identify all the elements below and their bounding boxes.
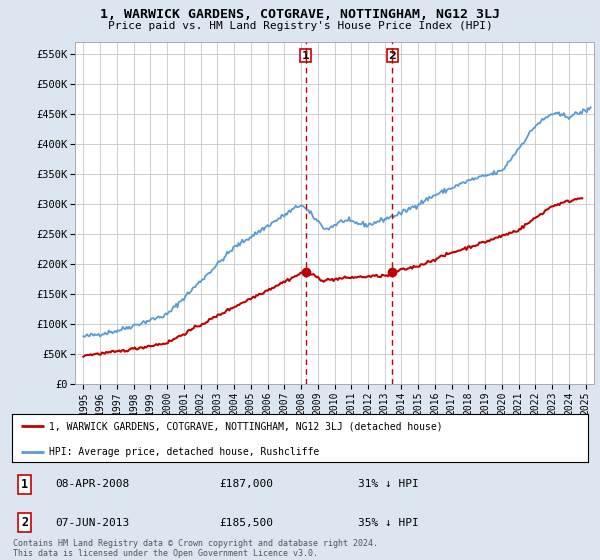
Text: 31% ↓ HPI: 31% ↓ HPI [358,479,418,489]
Text: HPI: Average price, detached house, Rushcliffe: HPI: Average price, detached house, Rush… [49,446,320,456]
Text: 08-APR-2008: 08-APR-2008 [55,479,130,489]
Text: 2: 2 [388,50,396,60]
Text: 07-JUN-2013: 07-JUN-2013 [55,517,130,528]
Text: 1, WARWICK GARDENS, COTGRAVE, NOTTINGHAM, NG12 3LJ: 1, WARWICK GARDENS, COTGRAVE, NOTTINGHAM… [100,8,500,21]
Text: Contains HM Land Registry data © Crown copyright and database right 2024.
This d: Contains HM Land Registry data © Crown c… [13,539,378,558]
Text: 35% ↓ HPI: 35% ↓ HPI [358,517,418,528]
Text: £185,500: £185,500 [220,517,274,528]
Text: 1, WARWICK GARDENS, COTGRAVE, NOTTINGHAM, NG12 3LJ (detached house): 1, WARWICK GARDENS, COTGRAVE, NOTTINGHAM… [49,421,443,431]
Text: 2: 2 [21,516,28,529]
Text: 1: 1 [302,50,310,60]
Text: 1: 1 [21,478,28,491]
Text: £187,000: £187,000 [220,479,274,489]
Text: Price paid vs. HM Land Registry's House Price Index (HPI): Price paid vs. HM Land Registry's House … [107,21,493,31]
